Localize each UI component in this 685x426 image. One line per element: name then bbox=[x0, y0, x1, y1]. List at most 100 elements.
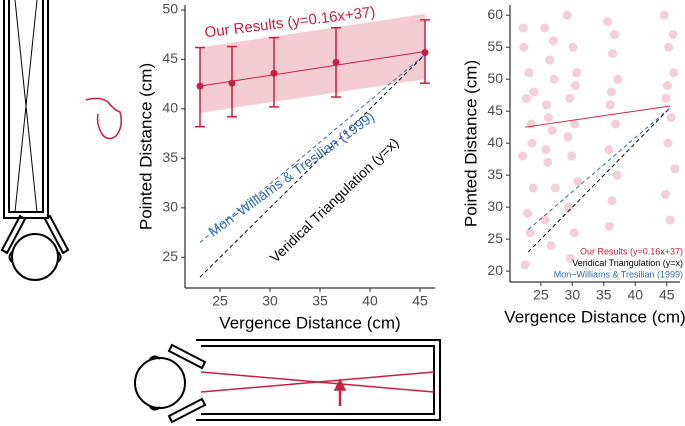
data-point bbox=[607, 196, 617, 206]
data-point bbox=[569, 228, 579, 238]
data-point bbox=[611, 119, 621, 129]
sight-lines bbox=[200, 371, 435, 406]
data-point bbox=[528, 183, 538, 193]
data-point bbox=[196, 82, 204, 90]
box-outer bbox=[196, 339, 441, 421]
data-point bbox=[665, 215, 675, 225]
data-point bbox=[421, 48, 429, 56]
x-tick-label: 40 bbox=[628, 287, 644, 303]
data-point bbox=[604, 221, 614, 231]
data-point bbox=[529, 87, 539, 97]
data-point bbox=[520, 260, 530, 270]
data-point bbox=[543, 157, 553, 167]
fit-line bbox=[525, 105, 670, 128]
data-point bbox=[518, 23, 528, 33]
data-point bbox=[518, 151, 528, 161]
data-point bbox=[521, 93, 531, 103]
data-point bbox=[543, 113, 553, 123]
fit-line bbox=[527, 107, 671, 253]
legend-entry: Our Results (y=0.16x+37) bbox=[580, 246, 683, 256]
data-point bbox=[270, 69, 278, 77]
y-tick-label: 30 bbox=[162, 199, 178, 215]
data-point bbox=[563, 132, 573, 142]
data-point bbox=[570, 81, 580, 91]
line-annotation: Veridical Triangulation (y=x) bbox=[267, 134, 402, 265]
data-point bbox=[604, 145, 614, 155]
data-point bbox=[549, 74, 559, 84]
x-axis-title: Vergence Distance (cm) bbox=[504, 307, 685, 326]
arrow-head bbox=[333, 378, 347, 391]
data-point bbox=[568, 42, 578, 52]
data-point bbox=[548, 36, 558, 46]
ear bbox=[57, 251, 62, 263]
data-point bbox=[612, 170, 622, 180]
data-point bbox=[545, 55, 555, 65]
data-point bbox=[608, 49, 618, 59]
side-diagram bbox=[134, 339, 441, 424]
y-tick-label: 60 bbox=[487, 6, 503, 22]
data-point bbox=[550, 183, 560, 193]
head bbox=[134, 357, 186, 409]
y-axis-title: Pointed Distance (cm) bbox=[136, 63, 155, 230]
y-tick-label: 50 bbox=[162, 1, 178, 17]
eye-plate bbox=[43, 214, 70, 255]
y-tick-label: 55 bbox=[487, 38, 503, 54]
data-point bbox=[523, 209, 533, 219]
data-point bbox=[610, 29, 620, 39]
data-point bbox=[573, 177, 583, 187]
eye-plate bbox=[167, 343, 207, 370]
y-axis-title: Pointed Distance (cm) bbox=[461, 60, 480, 227]
ear bbox=[149, 355, 161, 360]
data-point bbox=[547, 125, 557, 135]
ear bbox=[149, 406, 161, 411]
y-tick-label: 40 bbox=[487, 134, 503, 150]
data-point bbox=[572, 68, 582, 78]
hand bbox=[85, 97, 123, 140]
data-point bbox=[670, 164, 680, 174]
fit-line bbox=[527, 107, 671, 230]
sight-line bbox=[14, 0, 38, 213]
confidence-band bbox=[200, 13, 425, 113]
x-tick-label: 30 bbox=[262, 293, 278, 309]
data-point bbox=[565, 93, 575, 103]
data-point bbox=[666, 113, 676, 123]
x-tick-label: 35 bbox=[596, 287, 612, 303]
box-inner bbox=[8, 0, 44, 213]
data-point bbox=[570, 119, 580, 129]
x-tick-label: 25 bbox=[533, 287, 549, 303]
data-point bbox=[662, 81, 672, 91]
data-point bbox=[562, 10, 572, 20]
data-point bbox=[661, 93, 671, 103]
data-point bbox=[565, 253, 575, 263]
data-point bbox=[669, 68, 679, 78]
data-point bbox=[606, 87, 616, 97]
fit-line bbox=[199, 51, 426, 87]
eye-plate bbox=[167, 397, 207, 424]
y-tick-label: 20 bbox=[487, 262, 503, 278]
data-point bbox=[524, 68, 534, 78]
y-tick-label: 50 bbox=[487, 70, 503, 86]
x-axis-title: Vergence Distance (cm) bbox=[219, 313, 400, 332]
legend-entry: Mon−Williams & Tresilian (1999) bbox=[554, 269, 683, 279]
x-tick-label: 40 bbox=[362, 293, 378, 309]
data-point bbox=[668, 29, 678, 39]
y-tick-label: 25 bbox=[487, 230, 503, 246]
data-point bbox=[664, 42, 674, 52]
data-point bbox=[663, 138, 673, 148]
ear bbox=[8, 251, 13, 263]
sight-line bbox=[200, 371, 435, 393]
y-tick-label: 35 bbox=[162, 149, 178, 165]
y-tick-label: 45 bbox=[487, 102, 503, 118]
x-tick-label: 25 bbox=[212, 293, 228, 309]
head bbox=[11, 233, 59, 281]
box-outer bbox=[3, 0, 49, 219]
eye-plate bbox=[0, 214, 27, 255]
box-inner bbox=[201, 345, 435, 415]
fit-line bbox=[199, 54, 426, 278]
data-point bbox=[659, 10, 669, 20]
data-point bbox=[519, 42, 529, 52]
data-point bbox=[527, 138, 537, 148]
data-point bbox=[567, 151, 577, 161]
data-point bbox=[228, 79, 236, 87]
